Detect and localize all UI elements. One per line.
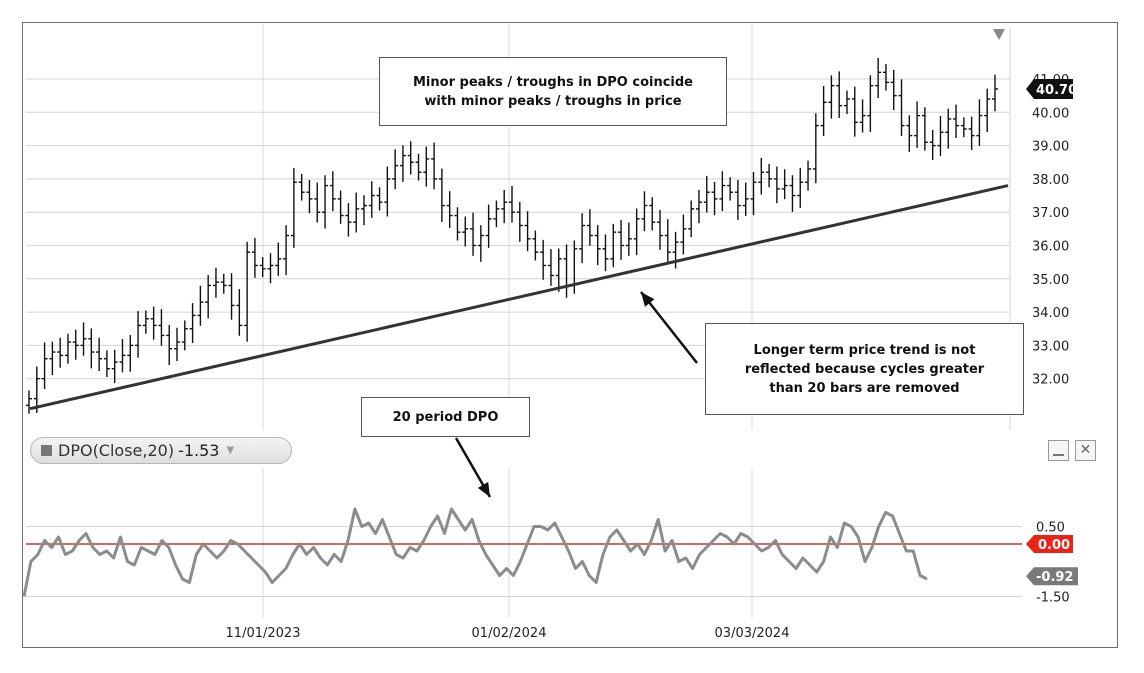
x-tick-label: 11/01/2023 [226, 626, 301, 641]
price-tick-label: 32.00 [1032, 373, 1069, 388]
indicator-legend[interactable]: DPO(Close,20) -1.53 ▼ [30, 437, 292, 464]
price-tick-label: 37.00 [1032, 206, 1069, 221]
scroll-marker-icon [993, 29, 1005, 40]
last-dpo-label: -0.92 [1036, 570, 1073, 585]
dpo-line [22, 507, 928, 597]
annotation-line: Minor peaks / troughs in DPO coincide [413, 74, 693, 90]
last-dpo-badge [1026, 567, 1078, 586]
price-tick-label: 38.00 [1032, 173, 1069, 188]
dpo-series-line [22, 507, 928, 597]
zero-label: 0.00 [1038, 538, 1070, 553]
price-axis: 32.00 33.00 34.00 35.00 36.00 37.00 38.00 39.00… [993, 29, 1077, 388]
price-tick-label: 35.00 [1032, 273, 1069, 288]
annotation-dpo-label: 20 period DPO [361, 397, 530, 437]
series-color-swatch [41, 445, 52, 456]
zero-badge [1026, 535, 1073, 553]
annotation-arrows [454, 291, 698, 498]
price-tick-label: 34.00 [1032, 306, 1069, 321]
arrow-shaft [640, 291, 698, 364]
annotation-line: reflected because cycles greater [744, 361, 985, 377]
minimize-icon [1053, 454, 1064, 456]
dpo-axis: 0.50 -1.50 0.00 -0.92 [1026, 521, 1078, 606]
annotation-minor-peaks: Minor peaks / troughs in DPO coincide wi… [379, 57, 727, 126]
close-button[interactable]: ✕ [1075, 440, 1096, 461]
price-tick-label: 39.00 [1032, 140, 1069, 155]
last-price-badge [1026, 78, 1073, 99]
indicator-value: -1.53 [178, 441, 220, 460]
price-bars [26, 58, 998, 414]
x-axis: 11/01/2023 01/02/2024 03/03/2024 [226, 626, 790, 641]
annotation-longer-trend: Longer term price trend is not reflected… [705, 323, 1024, 415]
dpo-gridlines [26, 526, 1022, 597]
x-tick-label: 01/02/2024 [472, 626, 547, 641]
arrow-head-icon [477, 481, 490, 497]
minimize-button[interactable] [1048, 440, 1069, 461]
price-tick-label: 36.00 [1032, 240, 1069, 255]
price-tick-label: 40.00 [1032, 106, 1069, 121]
last-price-label: 40.70 [1036, 83, 1077, 98]
dpo-tick-label: 0.50 [1036, 521, 1065, 536]
trendline [29, 184, 1009, 411]
chevron-down-icon[interactable]: ▼ [226, 445, 235, 456]
annotation-line: with minor peaks / troughs in price [424, 93, 682, 109]
annotation-line: Longer term price trend is not [753, 342, 976, 358]
dpo-tick-label: -1.50 [1036, 591, 1070, 606]
annotation-line: than 20 bars are removed [769, 380, 960, 396]
annotation-line: 20 period DPO [392, 409, 499, 425]
price-tick-label: 33.00 [1032, 339, 1069, 354]
trendline [29, 184, 1009, 411]
indicator-name: DPO(Close,20) [58, 441, 175, 460]
arrow-head-icon [641, 292, 655, 307]
close-icon: ✕ [1079, 442, 1092, 458]
x-tick-label: 03/03/2024 [715, 626, 790, 641]
